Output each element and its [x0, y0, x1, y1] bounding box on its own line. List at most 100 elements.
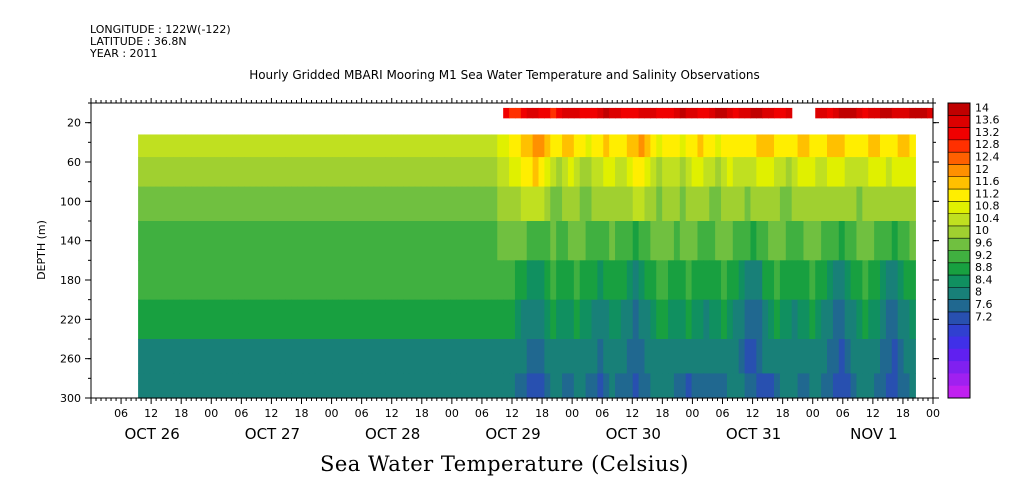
heatmap-cell — [632, 157, 640, 188]
heatmap-cell — [662, 373, 669, 399]
heatmap-cell — [662, 157, 669, 188]
heatmap-cell — [738, 157, 746, 188]
heatmap-cell — [715, 339, 722, 375]
heatmap-cell — [414, 186, 422, 222]
heatmap-cell — [726, 299, 734, 340]
heatmap-cell — [821, 339, 828, 375]
heatmap-cell — [756, 186, 763, 222]
heatmap-cell — [491, 260, 498, 301]
heatmap-cell — [432, 134, 439, 158]
heatmap-cell — [338, 260, 345, 301]
heatmap-cell — [832, 299, 840, 340]
heatmap-cell — [838, 299, 846, 340]
heatmap-cell — [432, 260, 439, 301]
heatmap-cell — [732, 221, 740, 261]
heatmap-cell — [815, 157, 822, 188]
heatmap-cell — [579, 107, 587, 119]
heatmap-cell — [297, 186, 304, 222]
heatmap-cell — [679, 221, 687, 261]
heatmap-cell — [255, 373, 263, 399]
heatmap-cell — [432, 157, 439, 188]
heatmap-cell — [355, 157, 363, 188]
heatmap-cell — [320, 221, 328, 261]
heatmap-cell — [244, 157, 251, 188]
heatmap-cell — [632, 134, 640, 158]
heatmap-cell — [355, 221, 363, 261]
x-day-label: OCT 29 — [485, 425, 540, 443]
heatmap-cell — [450, 221, 457, 261]
heatmap-cell — [379, 186, 387, 222]
heatmap-cell — [691, 186, 699, 222]
heatmap-cell — [768, 221, 775, 261]
heatmap-cell — [626, 339, 634, 375]
heatmap-cell — [267, 134, 275, 158]
heatmap-cell — [885, 373, 893, 399]
heatmap-cell — [567, 107, 575, 119]
heatmap-cell — [208, 373, 216, 399]
colorbar-swatch — [948, 189, 970, 202]
heatmap-cell — [485, 299, 492, 340]
heatmap-cell — [185, 221, 192, 261]
heatmap-cell — [461, 134, 469, 158]
heatmap-cell — [774, 221, 781, 261]
heatmap-cell — [426, 134, 434, 158]
heatmap-cell — [756, 221, 763, 261]
colorbar-label: 10.8 — [975, 200, 1000, 213]
heatmap-cell — [909, 373, 916, 399]
x-tick-label: 18 — [776, 407, 790, 420]
heatmap-cell — [220, 299, 228, 340]
heatmap-cell — [361, 373, 369, 399]
heatmap-cell — [550, 221, 557, 261]
heatmap-cell — [408, 157, 416, 188]
heatmap-cell — [438, 186, 445, 222]
heatmap-cell — [880, 299, 887, 340]
heatmap-cell — [626, 157, 634, 188]
heatmap-cell — [532, 299, 540, 340]
heatmap-cell — [573, 221, 581, 261]
heatmap-cell — [302, 186, 310, 222]
heatmap-cell — [832, 107, 840, 119]
heatmap-cell — [255, 221, 263, 261]
heatmap-cell — [196, 260, 204, 301]
heatmap-cell — [403, 221, 410, 261]
heatmap-cell — [244, 134, 251, 158]
heatmap-cell — [491, 373, 498, 399]
heatmap-cell — [509, 186, 516, 222]
heatmap-cell — [450, 157, 457, 188]
heatmap-cell — [673, 157, 681, 188]
heatmap-cell — [379, 157, 387, 188]
heatmap-cell — [191, 299, 198, 340]
heatmap-cell — [909, 157, 916, 188]
heatmap-cell — [809, 221, 816, 261]
heatmap-cell — [503, 221, 510, 261]
heatmap-cell — [414, 260, 422, 301]
heatmap-cell — [597, 107, 604, 119]
heatmap-cell — [556, 157, 563, 188]
heatmap-cell — [308, 134, 316, 158]
heatmap-cell — [426, 339, 434, 375]
heatmap-cell — [579, 221, 587, 261]
x-tick-label: 12 — [385, 407, 399, 420]
heatmap-cell — [249, 221, 257, 261]
heatmap-cell — [297, 157, 304, 188]
heatmap-cell — [414, 134, 422, 158]
heatmap-cell — [703, 157, 710, 188]
heatmap-cell — [703, 221, 710, 261]
heatmap-cell — [450, 299, 457, 340]
heatmap-cell — [179, 134, 186, 158]
heatmap-cell — [585, 157, 593, 188]
heatmap-cell — [214, 339, 222, 375]
heatmap-cell — [167, 373, 175, 399]
heatmap-cell — [149, 373, 157, 399]
heatmap-cell — [438, 299, 445, 340]
heatmap-cell — [314, 221, 322, 261]
heatmap-cell — [550, 339, 557, 375]
heatmap-cell — [585, 107, 593, 119]
heatmap-cell — [326, 186, 334, 222]
heatmap-cell — [249, 157, 257, 188]
heatmap-cell — [785, 157, 793, 188]
heatmap-cell — [385, 260, 392, 301]
heatmap-cell — [403, 186, 410, 222]
heatmap-cell — [173, 260, 180, 301]
heatmap-cell — [238, 373, 245, 399]
